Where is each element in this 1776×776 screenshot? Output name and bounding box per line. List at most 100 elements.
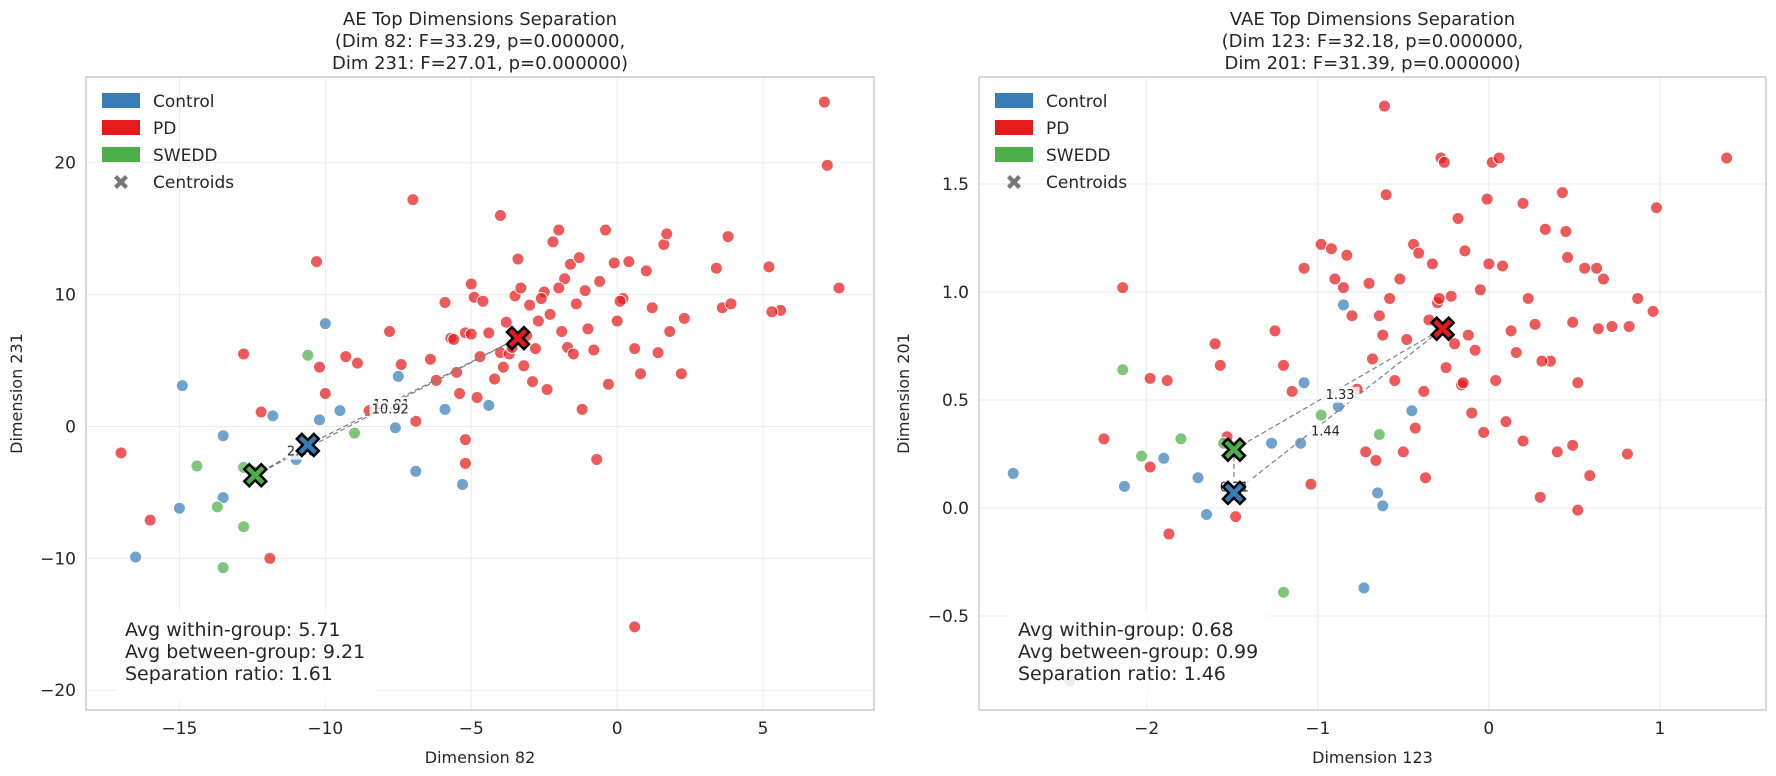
ae-distance-label-bg xyxy=(369,401,414,418)
ae-legend-label: Centroids xyxy=(153,173,234,193)
vae-point-pd xyxy=(1535,354,1549,368)
ae-point-swedd xyxy=(216,561,230,575)
ae-point-pd xyxy=(496,360,510,374)
ae-point-pd xyxy=(651,346,665,360)
ae-point-control xyxy=(216,429,230,443)
ae-point-pd xyxy=(526,375,540,389)
vae-point-pd xyxy=(1162,527,1176,541)
ae-point-pd xyxy=(511,252,525,266)
vae-point-control xyxy=(1371,486,1385,500)
vae-point-pd xyxy=(1116,281,1130,295)
vae-point-pd xyxy=(1383,291,1397,305)
ae-point-control xyxy=(388,421,402,435)
ae-point-pd xyxy=(318,387,332,400)
vae-point-pd xyxy=(1345,309,1359,323)
vae-point-pd xyxy=(1482,257,1496,271)
vae-centroid-marker xyxy=(1221,480,1247,506)
ae-point-control xyxy=(438,402,452,416)
ae-point-pd xyxy=(476,294,490,308)
vae-point-pd xyxy=(1650,201,1664,215)
vae-point-pd xyxy=(1388,374,1402,388)
vae-point-pd xyxy=(1340,248,1354,262)
vae-point-pd xyxy=(1097,432,1111,446)
ae-point-pd xyxy=(453,387,467,400)
vae-point-pd xyxy=(1561,250,1575,264)
vae-point-pd xyxy=(1566,315,1580,329)
ae-point-pd xyxy=(590,452,604,466)
ae-point-pd xyxy=(254,405,268,419)
vae-point-control xyxy=(1265,436,1279,450)
vae-point-control xyxy=(1200,507,1214,521)
vae-point-pd xyxy=(1646,304,1660,318)
vae-point-pd xyxy=(1499,415,1513,429)
vae-distance-label-bg xyxy=(1308,423,1345,440)
ae-point-pd xyxy=(450,365,464,379)
vae-point-control xyxy=(1376,499,1390,513)
ae-point-pd xyxy=(578,284,592,298)
ae-point-control xyxy=(172,501,186,515)
ae-distance-label-text: 10.92 xyxy=(372,403,409,418)
vae-point-pd xyxy=(1419,471,1433,485)
ae-point-pd xyxy=(517,359,531,373)
vae-point-swedd xyxy=(1314,408,1328,422)
ae-point-pd xyxy=(820,158,834,172)
ae-point-pd xyxy=(350,356,364,370)
vae-x-tick-label: −2 xyxy=(1134,719,1159,739)
vae-point-control xyxy=(1191,471,1205,485)
ae-point-swedd xyxy=(237,520,251,534)
vae-y-tick-label: −0.5 xyxy=(928,607,969,627)
vae-point-pd xyxy=(1377,99,1391,113)
ae-point-pd xyxy=(721,230,735,244)
vae-point-pd xyxy=(1324,242,1338,256)
ae-point-pd xyxy=(601,377,615,391)
ae-point-pd xyxy=(762,260,776,274)
vae-point-pd xyxy=(1143,460,1157,474)
ae-point-pd xyxy=(575,402,589,416)
vae-point-pd xyxy=(1425,257,1439,271)
vae-point-pd xyxy=(1393,272,1407,286)
vae-point-pd xyxy=(1591,322,1605,336)
vae-point-pd xyxy=(1372,309,1386,323)
ae-point-pd xyxy=(628,342,642,356)
vae-point-pd xyxy=(1437,155,1451,169)
vae-point-pd xyxy=(1213,358,1227,372)
ae-legend-swatch xyxy=(102,120,140,135)
ae-point-pd xyxy=(394,357,408,371)
ae-centroid-marker xyxy=(242,462,269,489)
ae-point-swedd xyxy=(210,500,224,514)
vae-point-pd xyxy=(1160,374,1174,388)
ae-point-swedd xyxy=(348,426,362,440)
vae-point-pd xyxy=(1550,445,1564,459)
vae-point-pd xyxy=(1448,337,1462,351)
vae-panel: 0.211.441.33−2−101−0.50.00.51.01.5Dimens… xyxy=(894,9,1767,767)
ae-point-pd xyxy=(482,326,496,340)
ae-point-pd xyxy=(312,360,326,374)
vae-stats-line: Avg within-group: 0.68 xyxy=(1018,619,1234,641)
ae-series-control xyxy=(129,317,496,564)
ae-x-axis-label: Dimension 82 xyxy=(425,748,536,767)
vae-frame xyxy=(978,76,1767,711)
ae-point-pd xyxy=(610,314,624,328)
vae-point-pd xyxy=(1439,361,1453,375)
ae-point-pd xyxy=(263,551,277,565)
ae-point-pd xyxy=(832,281,846,295)
ae-point-pd xyxy=(531,314,545,328)
vae-point-pd xyxy=(1504,324,1518,338)
ae-point-control xyxy=(175,379,189,393)
vae-point-pd xyxy=(1396,445,1410,459)
ae-point-pd xyxy=(645,301,659,315)
ae-point-pd xyxy=(464,277,478,291)
ae-point-pd xyxy=(493,208,507,222)
ae-point-pd xyxy=(628,620,642,634)
vae-point-pd xyxy=(1578,261,1592,275)
ae-point-pd xyxy=(543,307,557,321)
vae-legend-label: PD xyxy=(1046,119,1069,139)
ae-point-control xyxy=(482,398,496,412)
ae-point-pd xyxy=(464,327,478,341)
ae-legend-centroid-icon xyxy=(114,175,128,189)
vae-point-pd xyxy=(1566,438,1580,452)
ae-centroid-marker xyxy=(505,325,531,351)
vae-point-pd xyxy=(1336,281,1350,295)
ae-point-pd xyxy=(546,235,560,249)
